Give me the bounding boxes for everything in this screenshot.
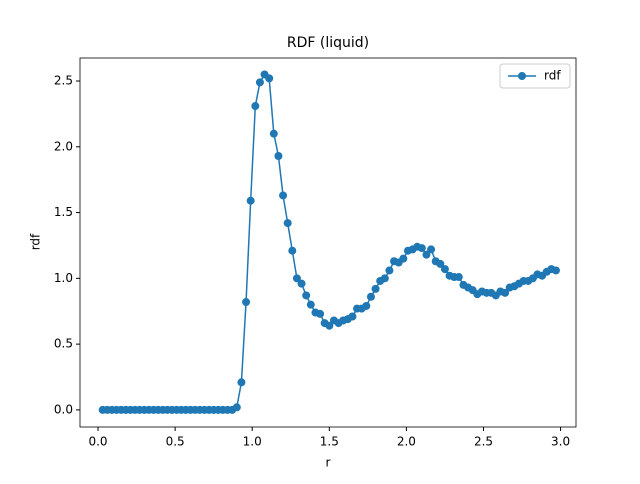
x-tick-label: 3.0 <box>551 435 570 449</box>
data-point <box>417 244 426 253</box>
y-tick-label: 2.5 <box>54 74 73 88</box>
data-point <box>440 265 449 274</box>
data-point <box>399 254 408 263</box>
data-point <box>232 403 241 412</box>
data-point <box>302 291 311 300</box>
data-point <box>385 266 394 275</box>
data-point <box>348 312 357 321</box>
data-point <box>265 74 274 83</box>
data-point <box>274 152 283 161</box>
data-point <box>422 250 431 259</box>
x-axis-label: r <box>326 456 331 470</box>
y-tick-label: 1.5 <box>54 205 73 219</box>
data-point <box>316 309 325 318</box>
x-tick-label: 2.0 <box>397 435 416 449</box>
data-point <box>366 292 375 301</box>
data-point <box>269 129 278 138</box>
data-point <box>362 301 371 310</box>
data-point <box>251 102 260 111</box>
data-point <box>292 274 301 283</box>
y-tick-label: 1.0 <box>54 271 73 285</box>
y-tick-label: 2.0 <box>54 139 73 153</box>
x-tick-label: 1.0 <box>243 435 262 449</box>
y-axis-label: rdf <box>29 233 43 250</box>
data-point <box>242 298 251 307</box>
data-point <box>283 219 292 228</box>
data-point <box>237 378 246 387</box>
data-point <box>501 288 510 297</box>
x-tick-label: 2.5 <box>474 435 493 449</box>
data-point <box>279 191 288 200</box>
chart-title: RDF (liquid) <box>287 35 369 51</box>
legend-label: rdf <box>544 69 561 83</box>
data-point <box>325 321 334 330</box>
data-point <box>297 279 306 288</box>
data-point <box>288 246 297 255</box>
x-tick-label: 1.5 <box>320 435 339 449</box>
data-line <box>102 73 557 411</box>
y-tick-label: 0.0 <box>54 402 73 416</box>
data-point <box>246 196 255 205</box>
data-point <box>551 266 560 275</box>
data-point <box>427 245 436 254</box>
legend-marker <box>518 72 526 80</box>
data-point <box>255 78 264 87</box>
data-point <box>436 259 445 268</box>
plot-frame <box>79 57 577 428</box>
x-tick-label: 0.5 <box>166 435 185 449</box>
data-point <box>454 273 463 282</box>
data-point <box>306 300 315 309</box>
data-point <box>371 284 380 293</box>
x-tick-label: 0.0 <box>88 435 107 449</box>
y-tick-label: 0.5 <box>54 337 73 351</box>
data-point <box>380 274 389 283</box>
